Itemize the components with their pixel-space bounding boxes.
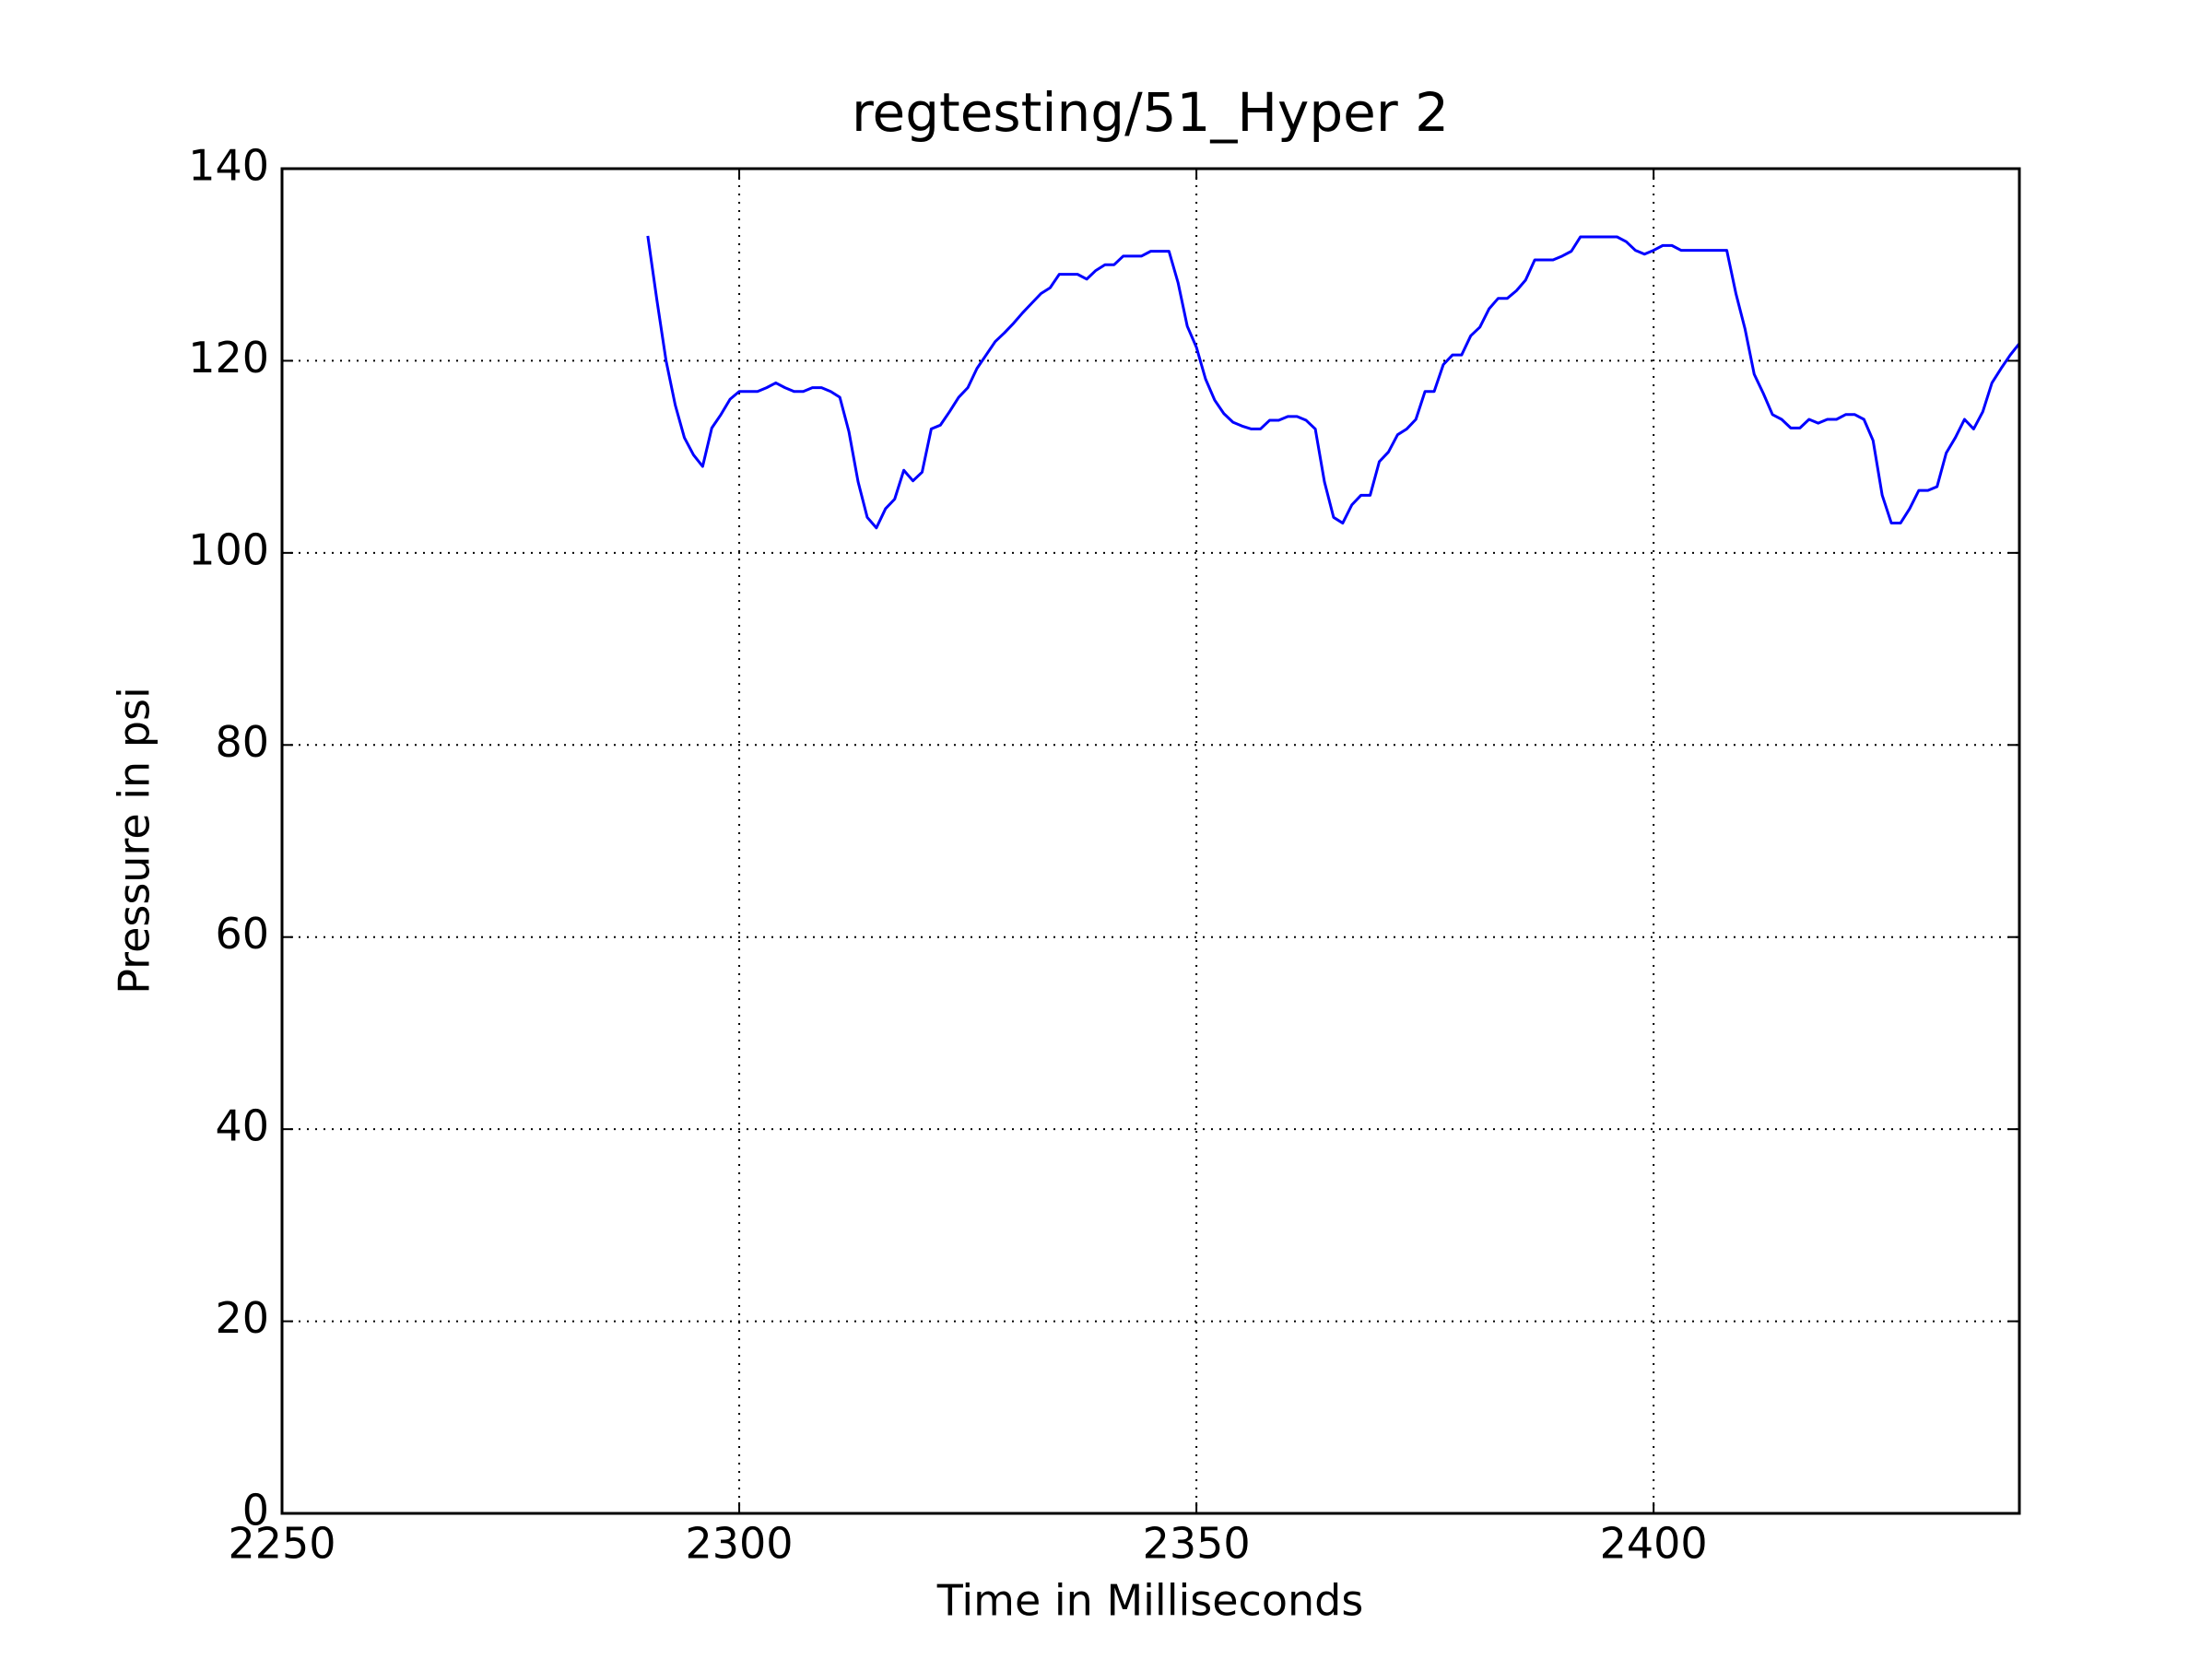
plot-frame [280, 167, 2021, 1515]
y-tick-label: 80 [215, 717, 269, 767]
x-tick-label: 2250 [228, 1519, 335, 1569]
y-axis-label: Pressure in psi [110, 687, 159, 994]
y-tick-label: 20 [215, 1293, 269, 1343]
x-tick-label: 2350 [1143, 1519, 1251, 1569]
y-tick-label: 0 [242, 1486, 269, 1535]
x-tick-label: 2300 [686, 1519, 794, 1569]
y-tick-label: 120 [188, 333, 269, 382]
y-tick-label: 140 [188, 141, 269, 191]
y-tick-label: 100 [188, 524, 269, 574]
chart-title: regtesting/51_Hyper 2 [852, 81, 1449, 144]
data-line [646, 235, 2021, 530]
y-tick-label: 60 [215, 909, 269, 959]
y-tick-label: 40 [215, 1101, 269, 1151]
x-tick-label: 2400 [1600, 1519, 1708, 1569]
x-axis-label: Time in Milliseconds [936, 1576, 1364, 1626]
